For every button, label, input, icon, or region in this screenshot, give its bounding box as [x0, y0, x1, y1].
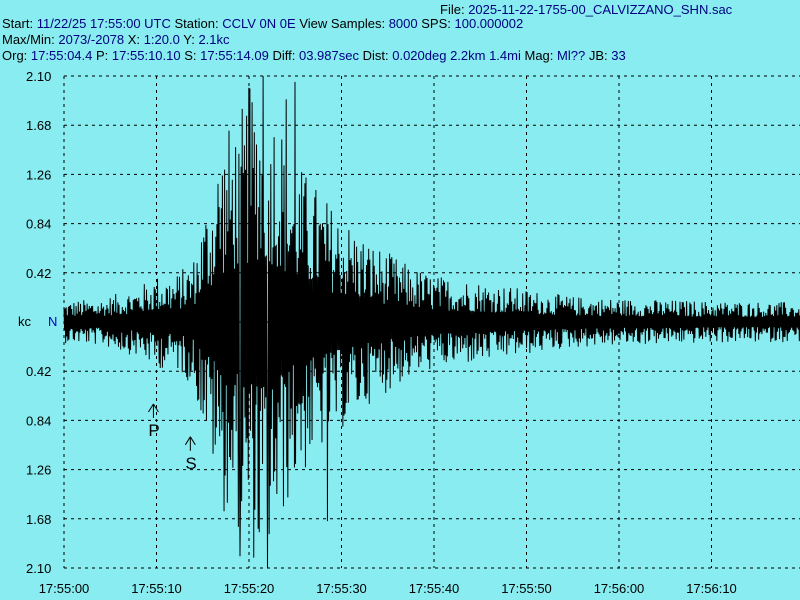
y-tick-label: 0.42 [26, 266, 51, 281]
y-scale-label: Y: [183, 32, 195, 47]
phase-marker-p: P [148, 403, 160, 440]
x-tick-label: 17:55:20 [224, 581, 275, 596]
y-tick-label: 2.10 [26, 561, 51, 576]
start-label: Start: [2, 16, 34, 31]
y-axis-ticks: 2.10 1.68 1.26 0.84 0.42 0.42 0.84 1.26 1.68 2.10 [26, 69, 51, 576]
channel-label: N [48, 314, 57, 329]
maxmin-value: 2073/-2078 [58, 32, 125, 47]
y-tick-label: 0.84 [26, 413, 51, 428]
view-samples-value: 8000 [388, 16, 418, 31]
diff-label: Diff: [272, 48, 296, 63]
file-label: File: [440, 2, 465, 17]
y-tick-label: 1.68 [26, 512, 51, 527]
x-axis-ticks: 17:55:00 17:55:10 17:55:20 17:55:30 17:55:40… [39, 581, 737, 596]
s-time-value: 17:55:14.09 [200, 48, 269, 63]
phase-arrow-head [148, 403, 154, 413]
station-value: CCLV 0N 0E [222, 16, 296, 31]
y-tick-label: 2.10 [26, 69, 51, 84]
x-tick-label: 17:55:50 [501, 581, 552, 596]
jb-value: 33 [611, 48, 626, 63]
range-info: Max/Min: 2073/-2078 X: 1:20.0 Y: 2.1kc [2, 32, 230, 48]
station-label: Station: [174, 16, 219, 31]
phase-label: P [148, 421, 159, 440]
phase-arrow-head [189, 436, 196, 446]
s-time-label: S: [184, 48, 197, 63]
y-tick-label: 1.68 [26, 118, 51, 133]
y-tick-label: 0.84 [26, 217, 51, 232]
org-value: 17:55:04.4 [30, 48, 93, 63]
view-samples-label: View Samples: [299, 16, 386, 31]
y-tick-label: 1.26 [26, 167, 51, 182]
phase-arrow-head [153, 403, 159, 413]
file-value: 2025-11-22-1755-00_CALVIZZANO_SHN.sac [468, 2, 733, 17]
phase-arrow-head [184, 436, 191, 446]
org-label: Org: [2, 48, 28, 63]
x-tick-label: 17:55:30 [316, 581, 367, 596]
jb-label: JB: [588, 48, 608, 63]
phase-marker-s: S [184, 436, 197, 473]
p-time-value: 17:55:10.10 [111, 48, 181, 63]
x-tick-label: 17:55:10 [131, 581, 182, 596]
x-tick-label: 17:55:00 [39, 581, 90, 596]
seismic-trace [63, 75, 800, 569]
sps-label: SPS: [421, 16, 451, 31]
p-time-label: P: [96, 48, 109, 63]
y-tick-label: 1.26 [26, 463, 51, 478]
y-tick-label: 0.42 [26, 364, 51, 379]
x-tick-label: 17:55:40 [409, 581, 460, 596]
diff-value: 03.987sec [298, 48, 359, 63]
x-scale-label: X: [127, 32, 141, 47]
y-axis-label: kc [18, 314, 32, 329]
dist-label: Dist: [362, 48, 389, 63]
phase-info: Org: 17:55:04.4 P: 17:55:10.10 S: 17:55:… [2, 48, 626, 64]
dist-value: 0.020deg 2.2km 1.4mi [392, 48, 521, 63]
mag-value: Ml?? [557, 48, 586, 63]
x-scale-value: 1:20.0 [143, 32, 180, 47]
y-scale-value: 2.1kc [198, 32, 230, 47]
start-info: Start: 11/22/25 17:55:00 UTC Station: CC… [2, 16, 523, 32]
phase-markers: PS [148, 403, 197, 473]
mag-label: Mag: [524, 48, 554, 63]
start-value: 11/22/25 17:55:00 UTC [36, 16, 171, 31]
file-info: File: 2025-11-22-1755-00_CALVIZZANO_SHN.… [440, 2, 732, 18]
maxmin-label: Max/Min: [2, 32, 55, 47]
x-tick-label: 17:56:00 [594, 581, 645, 596]
phase-label: S [185, 454, 196, 473]
x-tick-label: 17:56:10 [686, 581, 737, 596]
sps-value: 100.000002 [454, 16, 524, 31]
